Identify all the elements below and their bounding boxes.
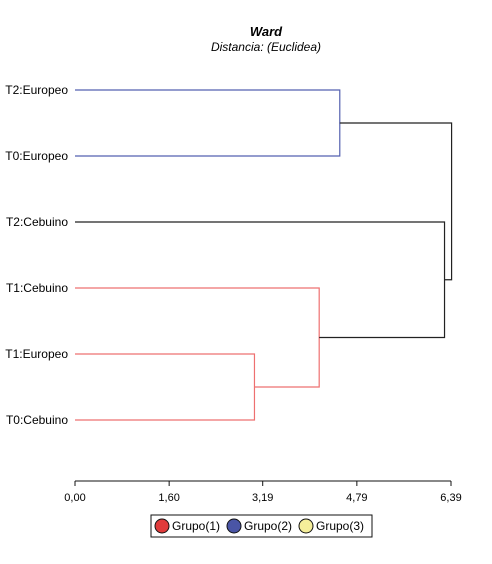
leaf-label: T0:Europeo xyxy=(5,149,68,163)
x-tick-label: 3,19 xyxy=(252,492,273,504)
dendrogram-link xyxy=(339,122,453,281)
legend-marker xyxy=(154,518,170,534)
x-tick-label: 0,00 xyxy=(64,492,85,504)
legend-label: Grupo(1) xyxy=(172,519,220,533)
leaf-label: T2:Cebuino xyxy=(6,215,68,229)
legend-box xyxy=(150,514,373,538)
chart-subtitle: Distancia: (Euclidea) xyxy=(211,40,321,54)
leaf-label: T1:Cebuino xyxy=(6,281,68,295)
legend-marker xyxy=(298,518,314,534)
leaf-label: T2:Europeo xyxy=(5,83,68,97)
leaf-label: T0:Cebuino xyxy=(6,413,68,427)
x-tick-label: 4,79 xyxy=(346,492,367,504)
dendrogram-link xyxy=(75,89,341,157)
leaf-labels: T2:Europeo T0:Europeo T2:Cebuino T1:Cebuino… xyxy=(5,83,68,427)
x-tick-label: 6,39 xyxy=(440,492,461,504)
legend: Grupo(1) Grupo(2) Grupo(3) xyxy=(150,514,373,538)
dendrogram-link xyxy=(75,221,446,339)
dendrogram-links xyxy=(75,89,453,421)
legend-label: Grupo(2) xyxy=(244,519,292,533)
x-tick-label: 1,60 xyxy=(158,492,179,504)
legend-marker xyxy=(226,518,242,534)
legend-label: Grupo(3) xyxy=(316,519,364,533)
dendrogram-link xyxy=(75,287,320,388)
leaf-label: T1:Europeo xyxy=(5,347,68,361)
x-axis: 0,00 1,60 3,19 4,79 6,39 xyxy=(64,480,462,504)
dendrogram-link xyxy=(75,353,256,421)
chart-title: Ward xyxy=(250,24,283,39)
